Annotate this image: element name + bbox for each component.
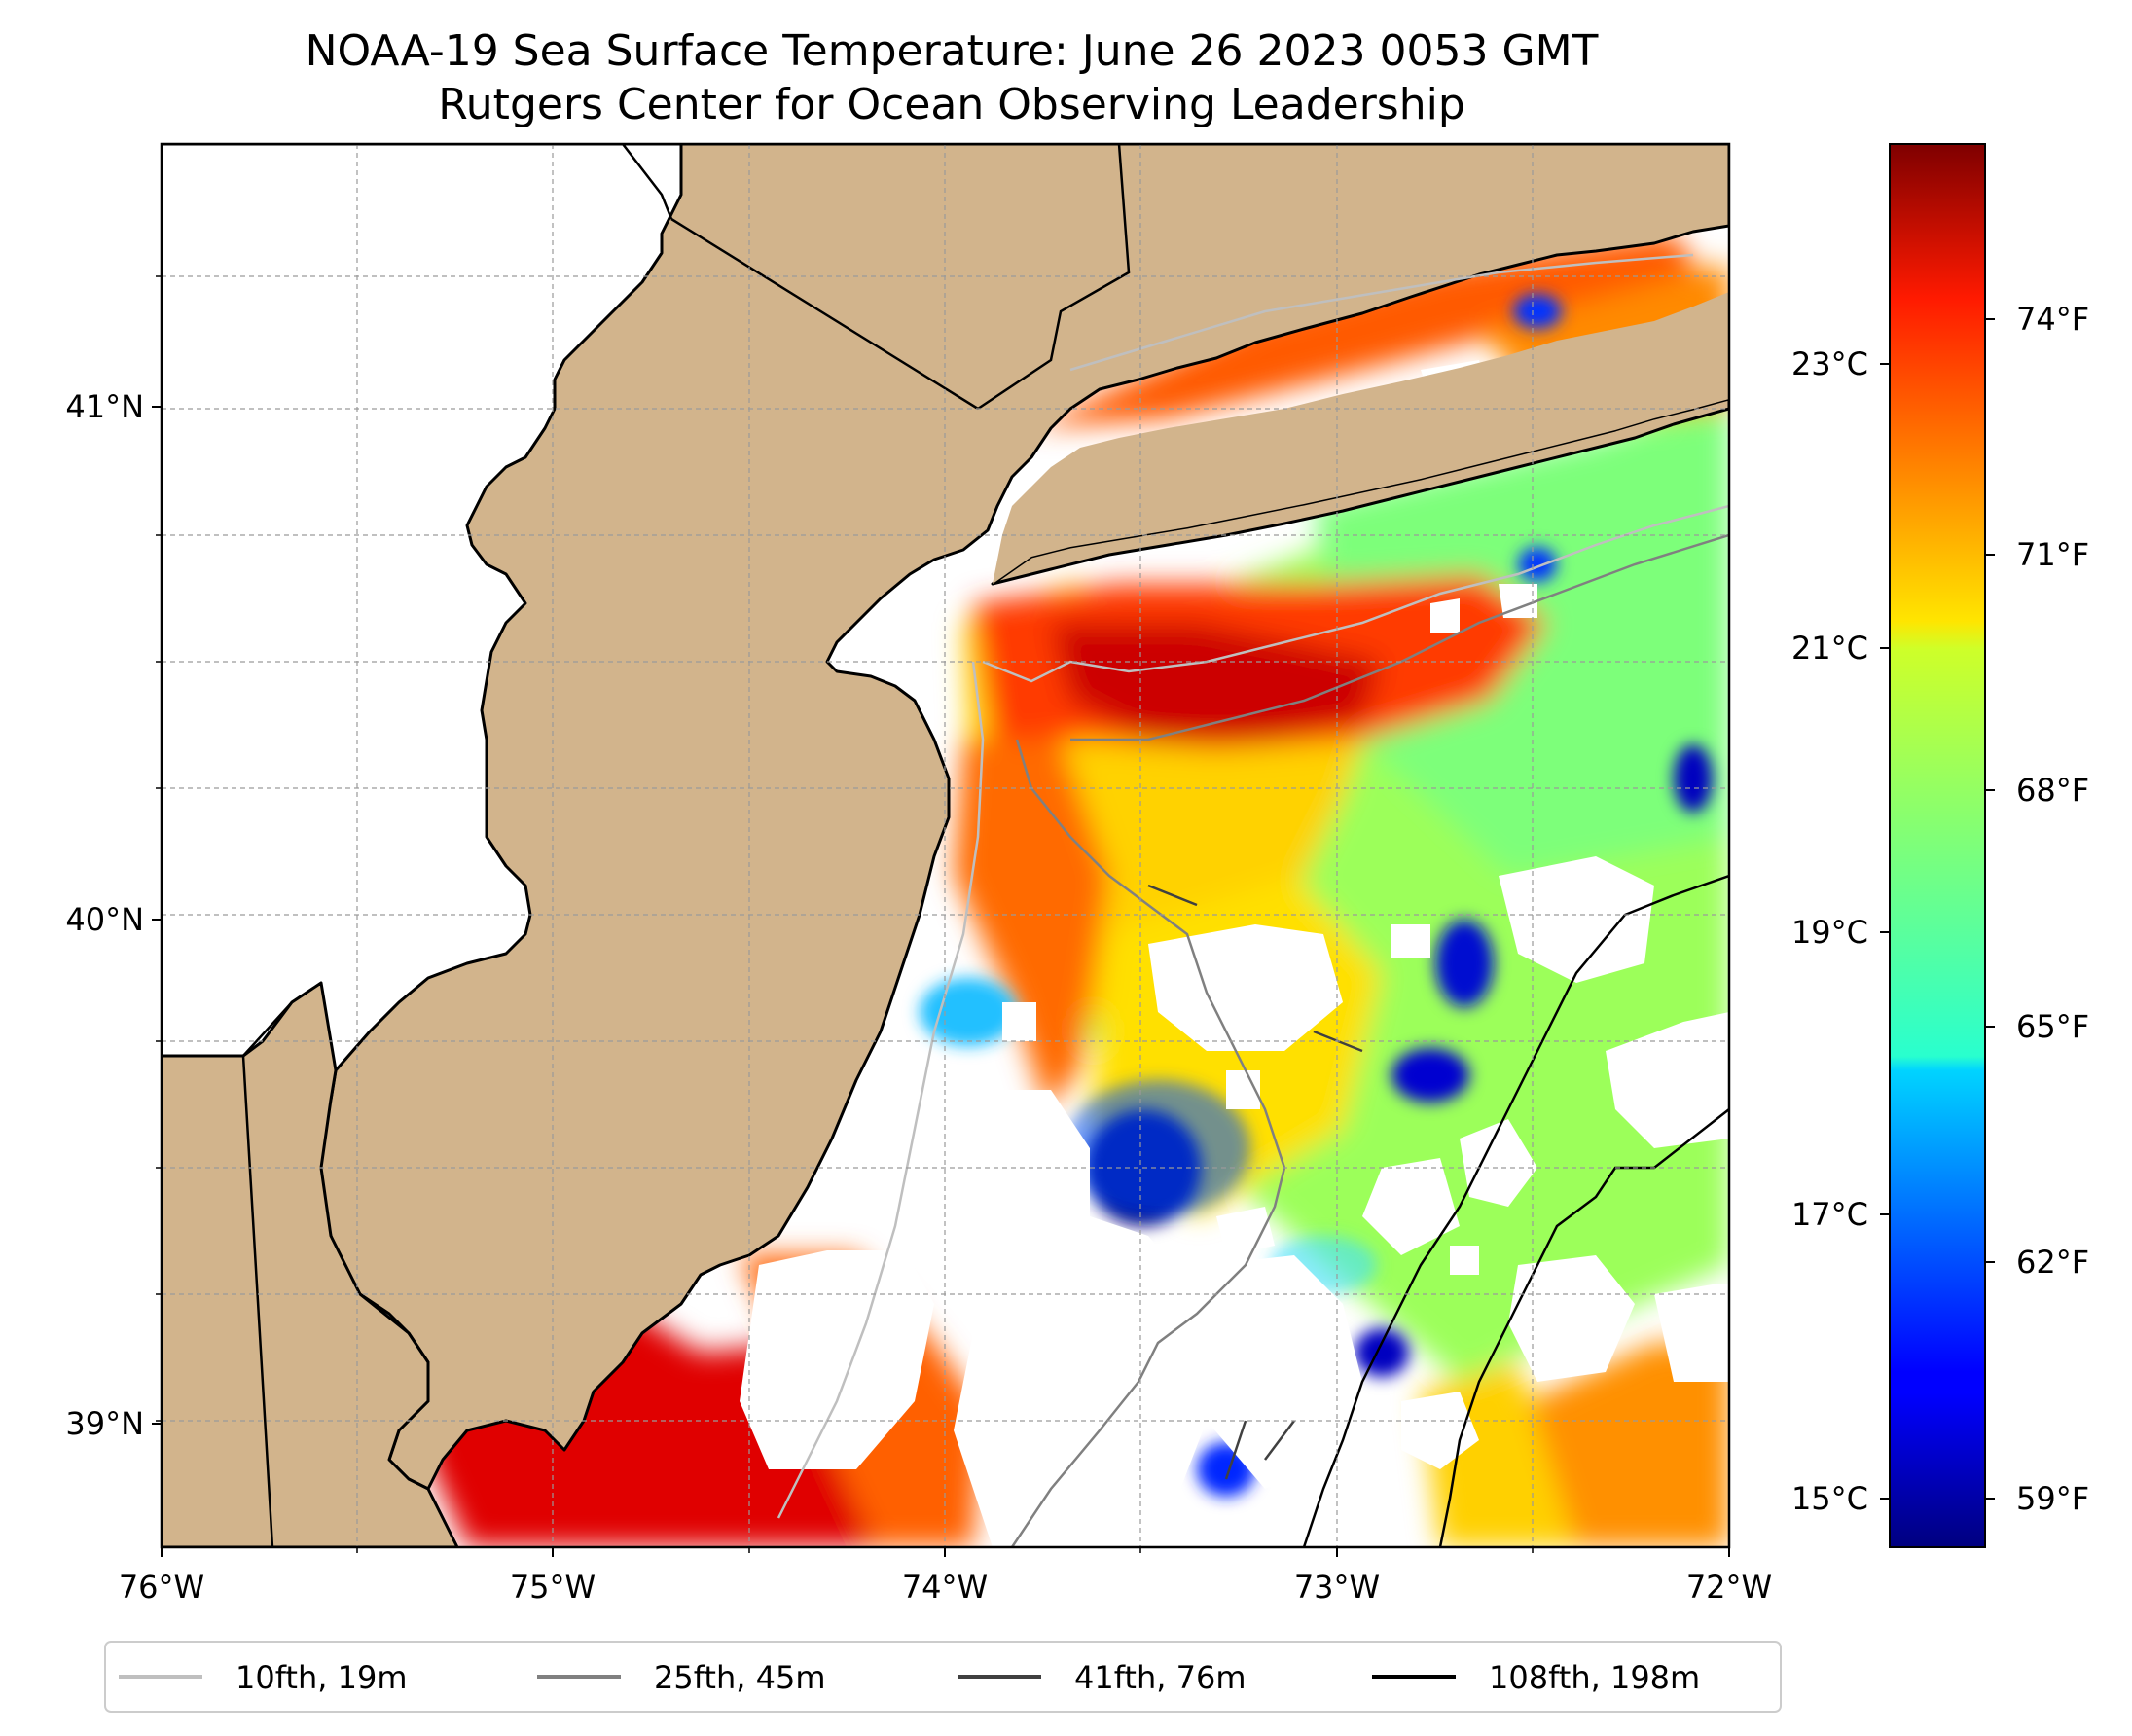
celsius-tick: 19°C <box>1791 914 1890 951</box>
celsius-tick: 21°C <box>1791 630 1890 667</box>
lon-axis: 76°W 75°W 74°W 73°W 72°W <box>119 1547 1772 1606</box>
sst-field <box>428 234 1729 1547</box>
celsius-tick: 23°C <box>1791 345 1890 382</box>
celsius-tick-label: 19°C <box>1791 914 1868 951</box>
lon-tick-label: 72°W <box>1686 1569 1772 1606</box>
legend-label: 25fth, 45m <box>654 1659 825 1696</box>
fahrenheit-tick: 62°F <box>1985 1244 2089 1281</box>
lat-tick-label: 41°N <box>65 388 144 425</box>
lon-tick-label: 74°W <box>902 1569 988 1606</box>
celsius-tick-label: 17°C <box>1791 1196 1868 1233</box>
lat-tick: 39°N <box>65 1405 162 1442</box>
colorbar-celsius-ticks: 23°C 21°C 19°C 17°C 15°C <box>1791 345 1890 1517</box>
land-mainland <box>162 144 1729 1491</box>
celsius-tick-label: 23°C <box>1791 345 1868 382</box>
legend-label: 41fth, 76m <box>1074 1659 1246 1696</box>
lon-tick: 73°W <box>1294 1547 1380 1606</box>
colorbar-fahrenheit-ticks: 74°F 71°F 68°F 65°F 62°F 59°F <box>1985 301 2089 1517</box>
legend-label: 10fth, 19m <box>235 1659 407 1696</box>
fahrenheit-tick-label: 62°F <box>2016 1244 2089 1281</box>
fahrenheit-tick: 65°F <box>1985 1008 2089 1045</box>
fahrenheit-tick-label: 59°F <box>2016 1480 2089 1517</box>
lon-tick: 75°W <box>510 1547 596 1606</box>
fahrenheit-tick-label: 65°F <box>2016 1008 2089 1045</box>
map-title: NOAA-19 Sea Surface Temperature: June 26… <box>306 26 1599 76</box>
legend-item: 10fth, 19m <box>119 1659 407 1696</box>
lon-tick: 76°W <box>119 1547 204 1606</box>
colorbar-gradient <box>1889 143 1986 1548</box>
lon-tick-label: 73°W <box>1294 1569 1380 1606</box>
lon-minor-ticks <box>356 1547 1534 1553</box>
lon-tick-label: 75°W <box>510 1569 596 1606</box>
contour-legend: 10fth, 19m 25fth, 45m 41fth, 76m 108fth,… <box>104 1641 1782 1713</box>
celsius-tick-label: 21°C <box>1791 630 1868 667</box>
lat-tick: 40°N <box>65 901 162 938</box>
lon-tick-label: 76°W <box>119 1569 204 1606</box>
celsius-tick-label: 15°C <box>1791 1480 1868 1517</box>
colorbar: 23°C 21°C 19°C 17°C 15°C 74°F <box>1791 143 2089 1548</box>
lat-axis: 41°N 40°N 39°N <box>65 388 162 1442</box>
map-subtitle: Rutgers Center for Ocean Observing Leade… <box>438 80 1465 129</box>
legend-label: 108fth, 198m <box>1489 1659 1700 1696</box>
fahrenheit-tick-label: 68°F <box>2016 772 2089 809</box>
land-long-island-body <box>993 292 1729 584</box>
legend-item: 25fth, 45m <box>537 1659 825 1696</box>
lat-tick: 41°N <box>65 388 162 425</box>
fahrenheit-tick: 71°F <box>1985 536 2089 573</box>
lon-tick: 74°W <box>902 1547 988 1606</box>
legend-box <box>104 1641 1782 1713</box>
map-panel[interactable] <box>162 144 1729 1547</box>
lat-tick-label: 39°N <box>65 1405 144 1442</box>
fahrenheit-tick: 74°F <box>1985 301 2089 338</box>
land <box>162 144 1729 1491</box>
fahrenheit-tick: 59°F <box>1985 1480 2089 1517</box>
fahrenheit-tick-label: 74°F <box>2016 301 2089 338</box>
lat-tick-label: 40°N <box>65 901 144 938</box>
celsius-tick: 17°C <box>1791 1196 1890 1233</box>
lon-tick: 72°W <box>1686 1547 1772 1606</box>
fahrenheit-tick: 68°F <box>1985 772 2089 809</box>
state-boundaries <box>162 144 1131 1547</box>
legend-item: 41fth, 76m <box>958 1659 1246 1696</box>
gridlines <box>162 144 1729 1547</box>
legend-item: 108fth, 198m <box>1372 1659 1700 1696</box>
cloud-mask <box>740 345 1729 1547</box>
fahrenheit-tick-label: 71°F <box>2016 536 2089 573</box>
celsius-tick: 15°C <box>1791 1480 1890 1517</box>
lat-minor-ticks <box>156 275 162 1422</box>
